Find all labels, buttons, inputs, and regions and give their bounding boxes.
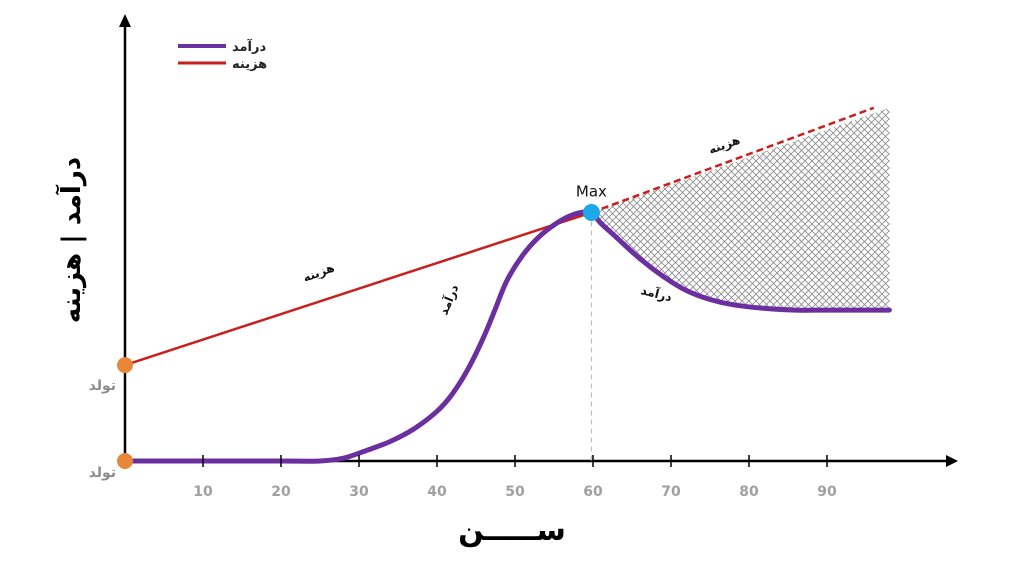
legend-label-cost: هزینه: [232, 57, 267, 72]
shaded-loss-region: [591, 107, 890, 311]
birth-marker-1: [117, 453, 133, 469]
x-axis-arrow: [946, 455, 958, 467]
max-point: [582, 204, 600, 221]
legend: درآمد هزینه: [178, 38, 267, 72]
x-axis-title: ســـــن: [458, 513, 566, 548]
max-label: Max: [576, 183, 607, 201]
curve-label-1: هزینه: [707, 133, 742, 157]
curve-label-0: هزینه: [301, 261, 336, 285]
curve-label-3: درآمد: [639, 282, 673, 304]
x-tick-label-50: 50: [505, 484, 525, 500]
curve-label-2: درآمد: [436, 282, 462, 317]
birth-label-1: تولد: [89, 465, 116, 481]
cost-line-solid: [124, 211, 592, 367]
legend-label-revenue: درآمد: [232, 38, 266, 55]
x-tick-label-10: 10: [193, 484, 213, 500]
birth-marker-0: [117, 357, 133, 374]
x-tick-label-80: 80: [739, 484, 759, 500]
y-axis-arrow: [119, 14, 131, 27]
x-tick-label-60: 60: [583, 484, 603, 500]
y-axis-title: درآمد | هزینه: [55, 157, 87, 323]
x-tick-label-90: 90: [817, 484, 837, 500]
x-tick-label-20: 20: [271, 484, 291, 500]
cost-line-dashed: [591, 106, 875, 214]
birth-label-0: تولد: [89, 378, 116, 394]
x-tick-label-30: 30: [349, 484, 369, 500]
x-tick-label-70: 70: [661, 484, 681, 500]
x-tick-label-40: 40: [427, 484, 447, 500]
revenue-curve: [122, 209, 892, 464]
